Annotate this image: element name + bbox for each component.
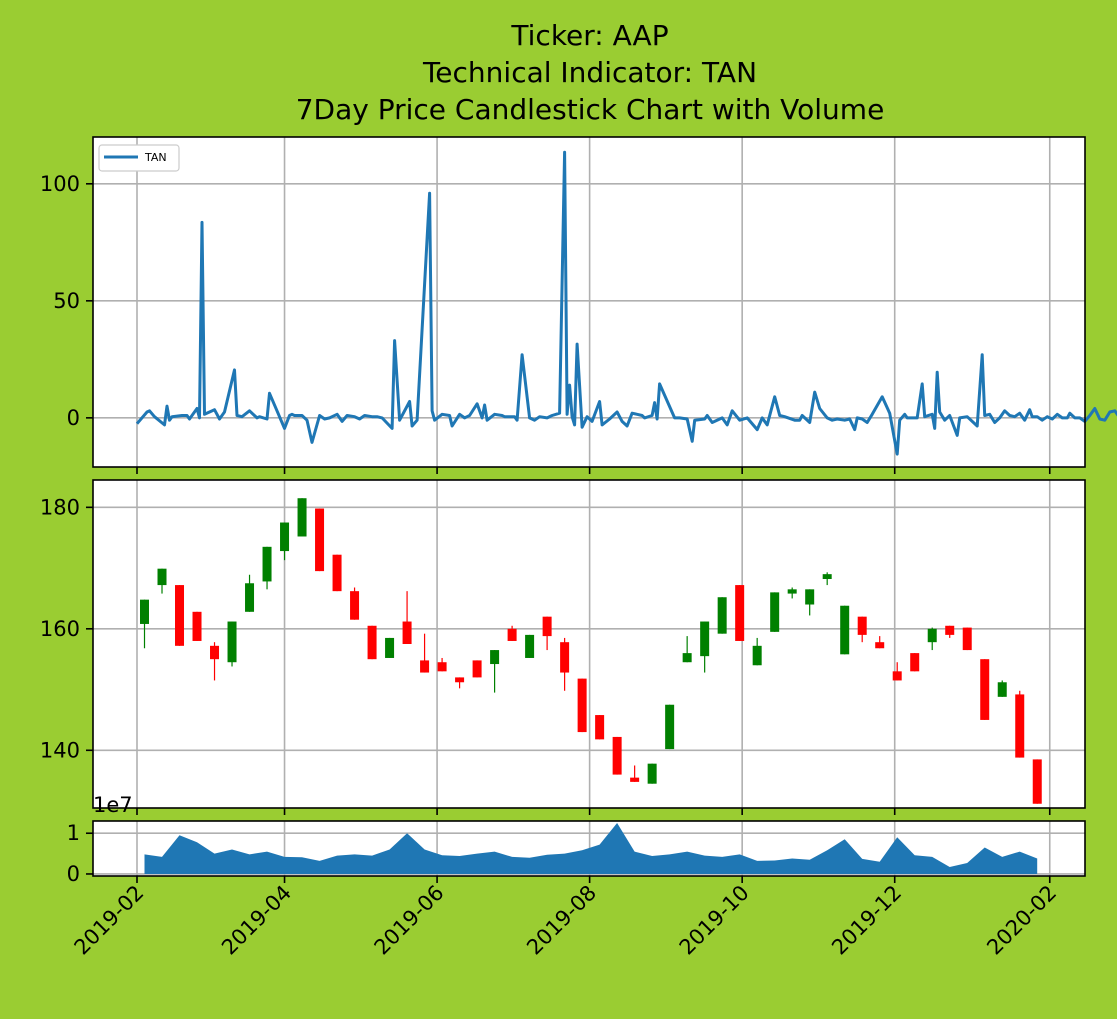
candle-body-32 xyxy=(700,621,710,657)
candle-body-41 xyxy=(857,616,867,635)
candle-body-2 xyxy=(175,585,185,646)
candle-body-38 xyxy=(805,589,815,605)
candle-body-51 xyxy=(1032,759,1042,804)
volume-ytick-label-0: 0 xyxy=(67,862,80,886)
x-tick-label-4: 2019-10 xyxy=(675,881,754,960)
candle-body-47 xyxy=(962,627,972,651)
candle-body-22 xyxy=(525,634,535,658)
candle-body-18 xyxy=(455,677,465,683)
candle-body-4 xyxy=(210,645,220,660)
candle-body-11 xyxy=(332,554,342,592)
candle-body-0 xyxy=(140,599,150,624)
candle-body-37 xyxy=(787,589,797,594)
price-ytick-label-2: 180 xyxy=(40,495,80,519)
candle-body-8 xyxy=(280,522,290,552)
candle-body-5 xyxy=(227,621,237,663)
volume-panel: 0 1 2019-02 2019-04 2019-06 2019-08 2019-10 201… xyxy=(67,820,1086,960)
candle-body-28 xyxy=(630,777,640,782)
chart-title-line-2: Technical Indicator: TAN xyxy=(422,56,757,89)
candle-body-45 xyxy=(927,628,937,643)
volume-area xyxy=(144,823,1038,874)
indicator-ytick-label-0: 0 xyxy=(67,406,80,430)
candle-body-30 xyxy=(665,704,675,750)
volume-offset-label: 1e7 xyxy=(93,793,133,817)
candle-body-15 xyxy=(402,621,412,644)
candle-body-35 xyxy=(752,645,762,666)
indicator-ytick-label-1: 50 xyxy=(53,289,80,313)
candle-body-16 xyxy=(420,660,430,673)
indicator-panel: 0 50 100 TAN xyxy=(40,136,1117,474)
candle-body-33 xyxy=(717,597,727,634)
candle-body-48 xyxy=(980,659,990,720)
candle-body-26 xyxy=(595,715,605,740)
price-ytick-label-1: 160 xyxy=(40,617,80,641)
x-tick-label-1: 2019-04 xyxy=(217,881,296,960)
chart-title-line-1: Ticker: AAP xyxy=(510,19,668,52)
candle-body-24 xyxy=(560,642,570,673)
x-tick-label-0: 2019-02 xyxy=(70,881,149,960)
candle-body-14 xyxy=(385,637,395,658)
candle-body-20 xyxy=(490,650,500,665)
candle-body-31 xyxy=(682,653,692,663)
candle-body-40 xyxy=(840,605,850,655)
indicator-ytick-label-2: 100 xyxy=(40,172,80,196)
price-panel: 140 160 180 xyxy=(40,479,1086,815)
x-tick-label-3: 2019-08 xyxy=(522,881,601,960)
x-tick-label-2: 2019-06 xyxy=(370,881,449,960)
candle-body-29 xyxy=(647,763,657,784)
price-frame xyxy=(92,479,1086,809)
candle-body-9 xyxy=(297,498,307,537)
x-tick-label-5: 2019-12 xyxy=(827,881,906,960)
candle-body-17 xyxy=(437,662,447,672)
volume-ytick-label-1: 1 xyxy=(67,821,80,845)
candle-body-23 xyxy=(542,616,552,637)
candle-body-1 xyxy=(157,568,167,586)
volume-frame xyxy=(92,820,1086,877)
candle-body-19 xyxy=(472,660,482,678)
candle-body-27 xyxy=(612,736,622,775)
legend-label: TAN xyxy=(144,151,167,164)
candle-body-44 xyxy=(910,653,920,672)
indicator-frame xyxy=(92,136,1086,468)
x-tick-label-6: 2020-02 xyxy=(982,881,1061,960)
candle-body-43 xyxy=(892,671,902,681)
candle-body-42 xyxy=(875,642,885,649)
candle-body-34 xyxy=(735,585,745,641)
candle-body-36 xyxy=(770,592,780,632)
candle-body-21 xyxy=(507,628,517,641)
tan-line xyxy=(135,150,1117,456)
legend-box xyxy=(98,144,180,172)
candle-body-6 xyxy=(245,583,255,612)
candle-body-49 xyxy=(997,682,1007,697)
candle-body-39 xyxy=(822,574,832,580)
candle-body-10 xyxy=(315,508,325,572)
candle-body-12 xyxy=(350,591,360,620)
chart-title-line-3: 7Day Price Candlestick Chart with Volume xyxy=(296,93,885,126)
price-ytick-label-0: 140 xyxy=(40,738,80,762)
candle-body-3 xyxy=(192,611,202,641)
candle-body-7 xyxy=(262,546,272,582)
candle-body-25 xyxy=(577,678,587,733)
candle-body-13 xyxy=(367,625,377,660)
candle-body-50 xyxy=(1015,694,1025,758)
candle-body-46 xyxy=(945,625,955,635)
